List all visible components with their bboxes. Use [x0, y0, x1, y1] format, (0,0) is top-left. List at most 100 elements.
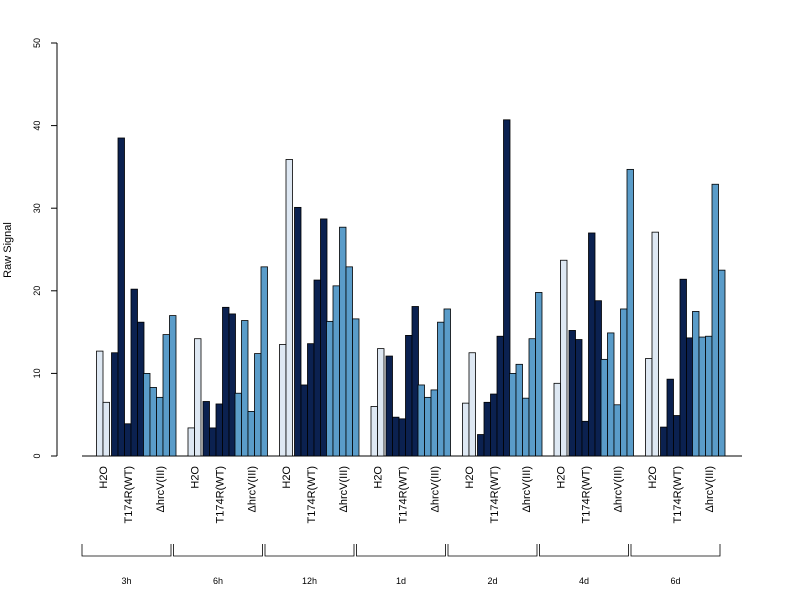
timepoint-bracket [173, 544, 263, 557]
condition-label: H2O [647, 466, 659, 489]
bar-6d-2-2 [705, 335, 713, 457]
bar-3h-1-1 [117, 137, 125, 457]
condition-label: T174R(WT) [489, 466, 501, 523]
y-axis-label: Raw Signal [2, 222, 14, 278]
bar-2d-2-4 [535, 292, 543, 457]
bar-6h-1-1 [209, 427, 217, 457]
bar-4d-2-2 [613, 404, 621, 457]
bar-4d-1-0 [568, 330, 576, 457]
bar-2d-1-0 [477, 434, 485, 457]
condition-label: H2O [373, 466, 385, 489]
bar-6d-1-4 [686, 337, 694, 457]
bar-3h-1-2 [124, 423, 132, 457]
bar-3h-1-4 [137, 321, 145, 457]
bar-2d-0-1 [468, 352, 476, 457]
y-tick-label: 20 [32, 286, 42, 296]
bar-4d-1-4 [594, 300, 602, 457]
condition-label: T174R(WT) [580, 466, 592, 523]
bar-6d-2-1 [698, 336, 706, 457]
timepoint-label: 4d [579, 576, 589, 586]
condition-label: ΔhrcV(III) [155, 466, 167, 512]
bar-3h-2-2 [156, 396, 164, 457]
bar-1d-1-1 [392, 416, 400, 457]
bar-3h-0-1 [102, 401, 110, 457]
bar-6h-1-0 [202, 401, 210, 457]
bar-6d-2-4 [718, 269, 726, 457]
bar-1d-1-0 [385, 355, 393, 457]
condition-label: ΔhrcV(III) [612, 466, 624, 512]
bar-3h-2-0 [143, 372, 151, 457]
bar-6h-1-3 [222, 306, 230, 457]
bar-6d-2-0 [692, 311, 700, 457]
y-tick-label: 50 [32, 38, 42, 48]
timepoint-bracket [81, 544, 172, 557]
bar-2d-2-2 [522, 397, 530, 457]
y-tick-label: 30 [32, 203, 42, 213]
timepoint-label: 2d [487, 576, 497, 586]
bar-2d-1-1 [483, 401, 491, 457]
bars [96, 119, 726, 457]
bar-3h-2-4 [169, 315, 177, 457]
bar-6h-2-1 [241, 320, 249, 457]
bar-12h-0-1 [285, 159, 293, 457]
bar-6h-1-4 [228, 313, 236, 457]
bar-12h-2-1 [332, 285, 340, 457]
bar-1d-2-2 [430, 389, 438, 457]
bar-6h-2-3 [254, 353, 262, 457]
bar-12h-1-4 [320, 218, 328, 457]
timepoint-label: 12h [302, 576, 317, 586]
condition-label: ΔhrcV(III) [246, 466, 258, 512]
bar-4d-2-3 [620, 308, 628, 457]
bar-6d-0-0 [645, 358, 653, 457]
condition-label: ΔhrcV(III) [704, 466, 716, 512]
bar-4d-1-2 [581, 420, 589, 457]
bar-12h-1-1 [300, 384, 308, 457]
bar-1d-0-1 [377, 348, 385, 457]
bar-12h-2-2 [339, 226, 347, 457]
condition-label: ΔhrcV(III) [429, 466, 441, 512]
bar-1d-2-0 [417, 384, 425, 457]
bar-3h-0-0 [96, 350, 104, 457]
bar-12h-2-3 [345, 266, 353, 457]
bar-4d-2-1 [607, 332, 615, 457]
condition-label: T174R(WT) [214, 466, 226, 523]
bar-12h-1-0 [294, 206, 302, 457]
bar-6h-1-2 [215, 403, 223, 457]
bar-6d-1-3 [679, 278, 687, 457]
bar-4d-1-3 [588, 232, 596, 457]
condition-label: H2O [98, 466, 110, 489]
y-tick-label: 10 [32, 368, 42, 378]
bar-2d-1-2 [490, 393, 498, 457]
bar-1d-2-3 [437, 321, 445, 457]
bar-1d-2-1 [424, 396, 432, 457]
bar-2d-2-1 [515, 363, 523, 457]
bar-1d-1-3 [405, 335, 413, 457]
bar-3h-2-1 [149, 387, 157, 457]
timepoint-bracket [356, 544, 446, 557]
condition-label: T174R(WT) [123, 466, 135, 523]
bar-6h-0-1 [194, 338, 202, 457]
bar-6h-2-0 [234, 392, 242, 457]
bar-12h-1-2 [307, 343, 315, 457]
bar-4d-2-0 [600, 358, 608, 457]
condition-label: ΔhrcV(III) [338, 466, 350, 512]
bar-2d-2-3 [528, 338, 536, 457]
bar-6h-2-4 [260, 266, 268, 457]
condition-label: H2O [281, 466, 293, 489]
bar-3h-2-3 [162, 334, 170, 457]
bar-1d-0-0 [370, 406, 378, 457]
bar-3h-1-0 [111, 352, 119, 457]
timepoint-label: 1d [396, 576, 406, 586]
bar-4d-1-1 [575, 339, 583, 457]
bar-12h-2-0 [326, 320, 334, 457]
bar-12h-1-3 [313, 279, 321, 457]
timepoint-label: 3h [121, 576, 131, 586]
timepoint-bracket [630, 544, 721, 557]
x-axis-labels: H2O T174R(WT) ΔhrcV(III) H2O T174R(WT) ΔhrcV(… [98, 466, 716, 524]
timepoint-bracket [264, 544, 355, 557]
bar-12h-2-4 [352, 318, 360, 457]
bar-4d-2-4 [626, 168, 634, 457]
bar-6h-2-2 [247, 410, 255, 457]
bar-2d-1-3 [496, 335, 504, 457]
timepoint-label: 6h [213, 576, 223, 586]
